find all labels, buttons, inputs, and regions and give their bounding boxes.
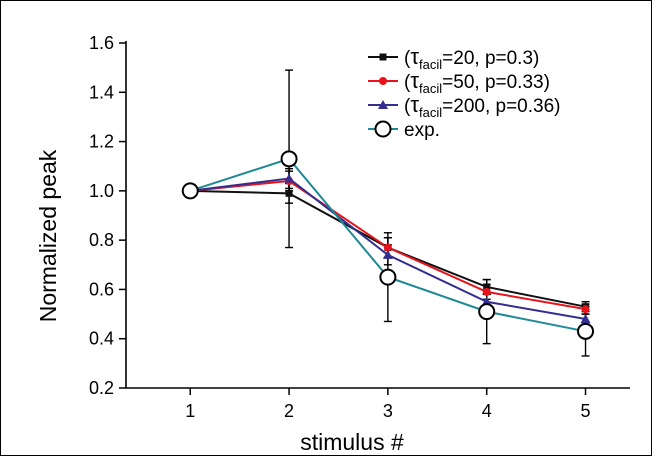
legend-marker [379, 53, 387, 61]
legend-entry: exp. [404, 120, 440, 141]
legend-entry: (τfacil=20, p=0.3) [404, 44, 539, 72]
series-markers [181, 150, 595, 340]
y-axis-label: Normalized peak [35, 149, 61, 322]
data-point [285, 189, 293, 197]
y-tick-label: 1.0 [89, 181, 114, 201]
data-point [581, 305, 590, 314]
y-tick-label: 0.6 [89, 279, 114, 299]
legend-marker [378, 100, 388, 109]
data-point [280, 150, 298, 168]
legend-marker [379, 77, 387, 85]
data-point [580, 314, 591, 323]
x-axis-label: stimulus # [300, 429, 404, 455]
y-tick-label: 0.2 [89, 378, 114, 398]
legend-marker [374, 120, 392, 138]
x-tick-label: 1 [185, 401, 195, 421]
legend-entry: (τfacil=50, p=0.33) [404, 68, 550, 96]
y-tick-label: 1.2 [89, 132, 114, 152]
data-point [382, 249, 393, 259]
ticks: 0.2 0.4 0.6 0.8 1.0 1.2 1.4 1.6 1 2 3 4 5 [89, 33, 591, 421]
data-point [181, 182, 199, 200]
x-tick-label: 2 [284, 401, 294, 421]
data-point [379, 268, 397, 286]
legend-entry: (τfacil=200, p=0.36) [404, 92, 560, 120]
y-tick-label: 0.8 [89, 230, 114, 250]
x-tick-label: 3 [383, 401, 393, 421]
y-tick-label: 1.6 [89, 33, 114, 53]
data-point [383, 243, 392, 252]
data-point [478, 303, 496, 321]
legend: (τfacil=20, p=0.3)(τfacil=50, p=0.33)(τf… [368, 44, 560, 141]
x-tick-label: 5 [581, 401, 591, 421]
x-tick-label: 4 [482, 401, 492, 421]
axes [125, 41, 630, 389]
y-tick-label: 0.4 [89, 329, 114, 349]
data-point [577, 322, 595, 340]
data-point [284, 173, 295, 183]
data-point [483, 283, 491, 291]
data-point [482, 287, 491, 296]
y-tick-label: 1.4 [89, 82, 114, 102]
